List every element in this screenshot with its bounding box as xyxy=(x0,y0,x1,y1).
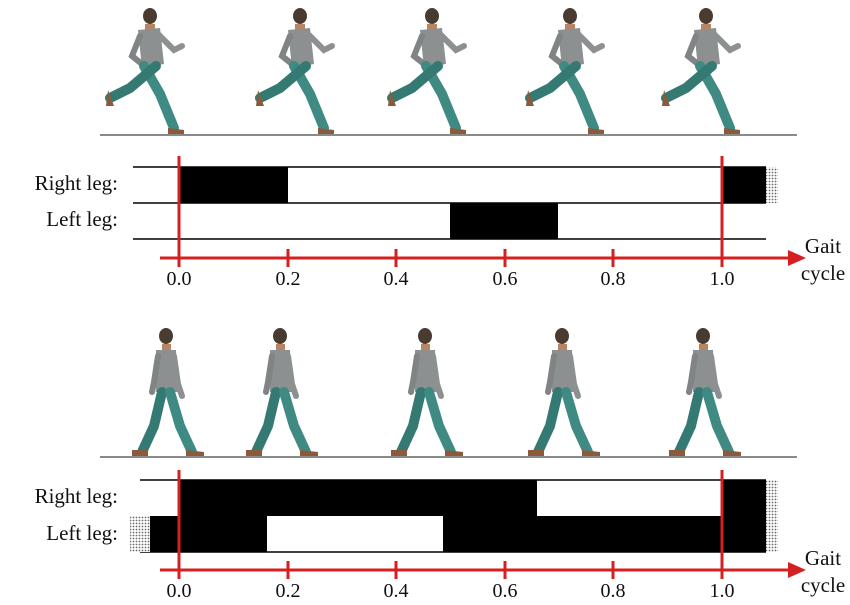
walking-figure xyxy=(528,328,600,456)
walking-panel: Right leg: Left leg: 0.0 0.2 0.4 0.6 xyxy=(35,328,845,602)
running-figure xyxy=(256,8,334,134)
walking-figures xyxy=(132,328,741,456)
axis-tick-label: 0.8 xyxy=(601,268,626,290)
axis-label-line2: cycle xyxy=(801,261,845,285)
axis-tick-label: 0.6 xyxy=(493,268,518,290)
running-figure xyxy=(388,8,466,134)
next-cycle-hatch xyxy=(766,480,778,516)
left-leg-contact-bar xyxy=(450,203,558,239)
axis-label-line1: Gait xyxy=(805,234,841,258)
running-figures xyxy=(106,8,740,134)
running-figure xyxy=(106,8,184,134)
gait-axis: 0.0 0.2 0.4 0.6 0.8 1.0 Gait cycle xyxy=(160,234,845,290)
running-figure xyxy=(526,8,604,134)
axis-label-line2: cycle xyxy=(801,573,845,597)
gait-axis: 0.0 0.2 0.4 0.6 0.8 1.0 Gait cycle xyxy=(160,546,845,602)
axis-arrow-icon xyxy=(788,562,806,578)
axis-arrow-icon xyxy=(788,250,806,266)
right-leg-label: Right leg: xyxy=(35,484,118,508)
axis-tick-label: 0.2 xyxy=(276,580,301,602)
walking-figure xyxy=(391,328,463,456)
axis-tick-label: 0.2 xyxy=(276,268,301,290)
walking-figure xyxy=(669,328,741,456)
left-leg-contact-bar xyxy=(150,516,267,552)
previous-cycle-hatch xyxy=(130,516,150,552)
left-leg-contact-bar xyxy=(443,516,766,552)
axis-tick-label: 0.4 xyxy=(384,268,409,290)
axis-tick-label: 1.0 xyxy=(710,580,735,602)
axis-tick-label: 0.4 xyxy=(384,580,409,602)
running-panel: Right leg: Left leg: 0.0 0.2 0.4 0.6 xyxy=(35,8,845,290)
next-cycle-hatch xyxy=(766,167,778,203)
next-cycle-hatch xyxy=(766,516,778,552)
right-leg-label: Right leg: xyxy=(35,171,118,195)
walking-figure xyxy=(246,328,318,456)
axis-tick-label: 0.0 xyxy=(167,580,192,602)
axis-label-line1: Gait xyxy=(805,546,841,570)
axis-tick-label: 0.8 xyxy=(601,580,626,602)
right-leg-contact-bar xyxy=(179,480,537,516)
right-leg-contact-bar xyxy=(722,480,766,516)
left-leg-label: Left leg: xyxy=(46,521,118,545)
right-leg-contact-bar xyxy=(722,167,766,203)
walking-figure xyxy=(132,328,204,456)
running-figure xyxy=(662,8,740,134)
axis-tick-label: 0.0 xyxy=(167,268,192,290)
axis-tick-label: 1.0 xyxy=(710,268,735,290)
left-leg-label: Left leg: xyxy=(46,207,118,231)
right-leg-contact-bar xyxy=(179,167,288,203)
axis-tick-label: 0.6 xyxy=(493,580,518,602)
